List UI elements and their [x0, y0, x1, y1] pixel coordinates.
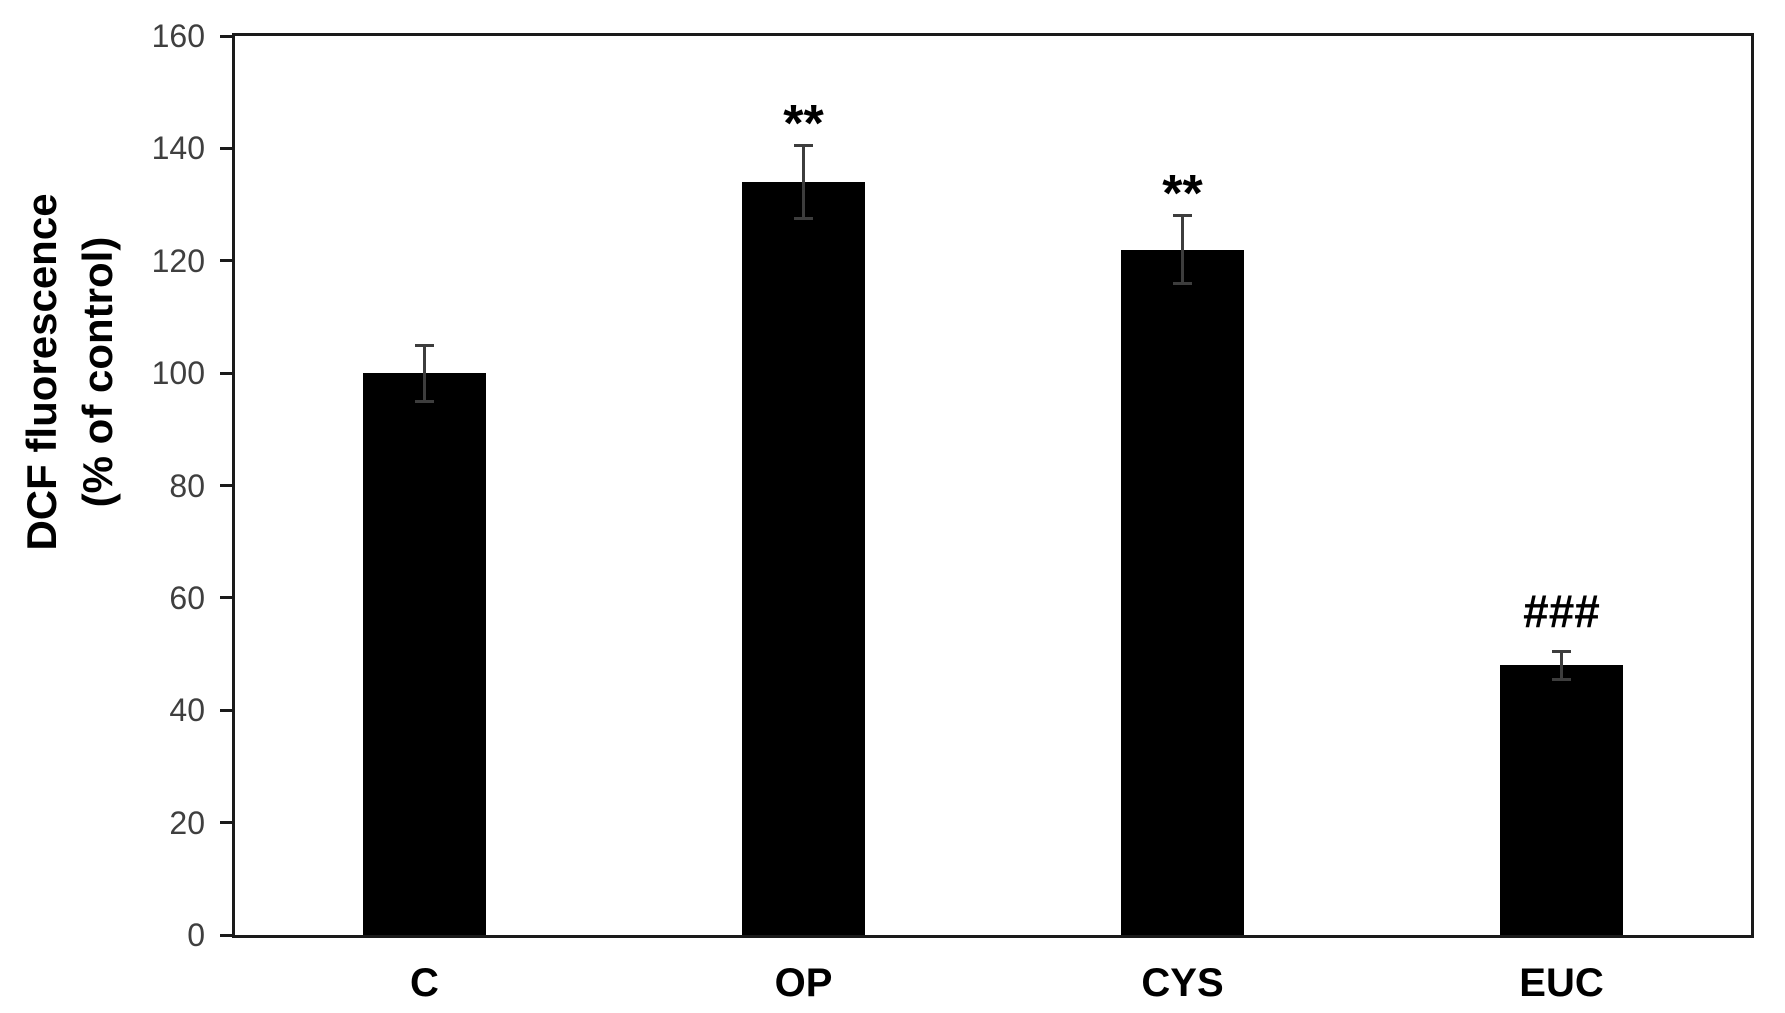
y-axis-tick: [220, 596, 232, 600]
y-axis-tick: [220, 259, 232, 263]
error-bar-C: [423, 345, 426, 402]
y-axis-tick-label: 60: [169, 579, 205, 616]
bar-C: [363, 373, 486, 935]
error-bar-cap: [1552, 649, 1571, 653]
significance-label-OP: **: [783, 94, 824, 153]
bar-OP: [742, 182, 865, 935]
y-axis-tick-label: 40: [169, 692, 205, 729]
error-bar-cap: [415, 343, 434, 347]
x-axis-label-EUC: EUC: [1519, 961, 1604, 1005]
x-axis-label-CYS: CYS: [1141, 961, 1224, 1005]
y-axis-tick: [220, 708, 232, 712]
y-axis-tick: [220, 146, 232, 150]
bar-EUC: [1500, 665, 1623, 935]
y-axis-tick-label: 100: [151, 355, 205, 392]
y-axis-tick-label: 20: [169, 804, 205, 841]
significance-label-EUC: ###: [1523, 585, 1600, 638]
error-bar-cap: [794, 217, 813, 221]
bar-CYS: [1121, 249, 1244, 935]
significance-label-CYS: **: [1162, 164, 1203, 223]
y-axis-tick: [220, 371, 232, 375]
x-axis-label-C: C: [410, 961, 439, 1005]
y-axis-tick: [220, 484, 232, 487]
error-bar-CYS: [1181, 215, 1184, 284]
y-axis-tick-label: 120: [151, 242, 205, 279]
error-bar-OP: [802, 145, 805, 219]
error-bar-cap: [794, 144, 813, 148]
y-axis-tick: [220, 821, 232, 825]
y-axis-title-line1: DCF fluorescence: [18, 193, 66, 551]
y-axis-title: DCF fluorescence (% of control): [14, 193, 126, 550]
y-axis-tick: [220, 933, 232, 937]
error-bar-cap: [1173, 214, 1192, 218]
error-bar-cap: [1552, 677, 1571, 681]
y-axis-tick: [220, 34, 232, 38]
y-axis-tick-label: 140: [151, 130, 205, 167]
y-axis-tick-label: 160: [151, 18, 205, 54]
y-axis-tick-label: 0: [187, 917, 205, 953]
error-bar-EUC: [1560, 651, 1563, 680]
plot-area: 0 20 40 60 80 100 120 140 160 C ** OP ** CYS ### EUC: [152, 20, 1754, 1005]
y-axis-tick-label: 80: [169, 467, 205, 504]
error-bar-cap: [415, 399, 434, 403]
error-bar-cap: [1173, 281, 1192, 285]
x-axis-label-OP: OP: [774, 961, 833, 1005]
